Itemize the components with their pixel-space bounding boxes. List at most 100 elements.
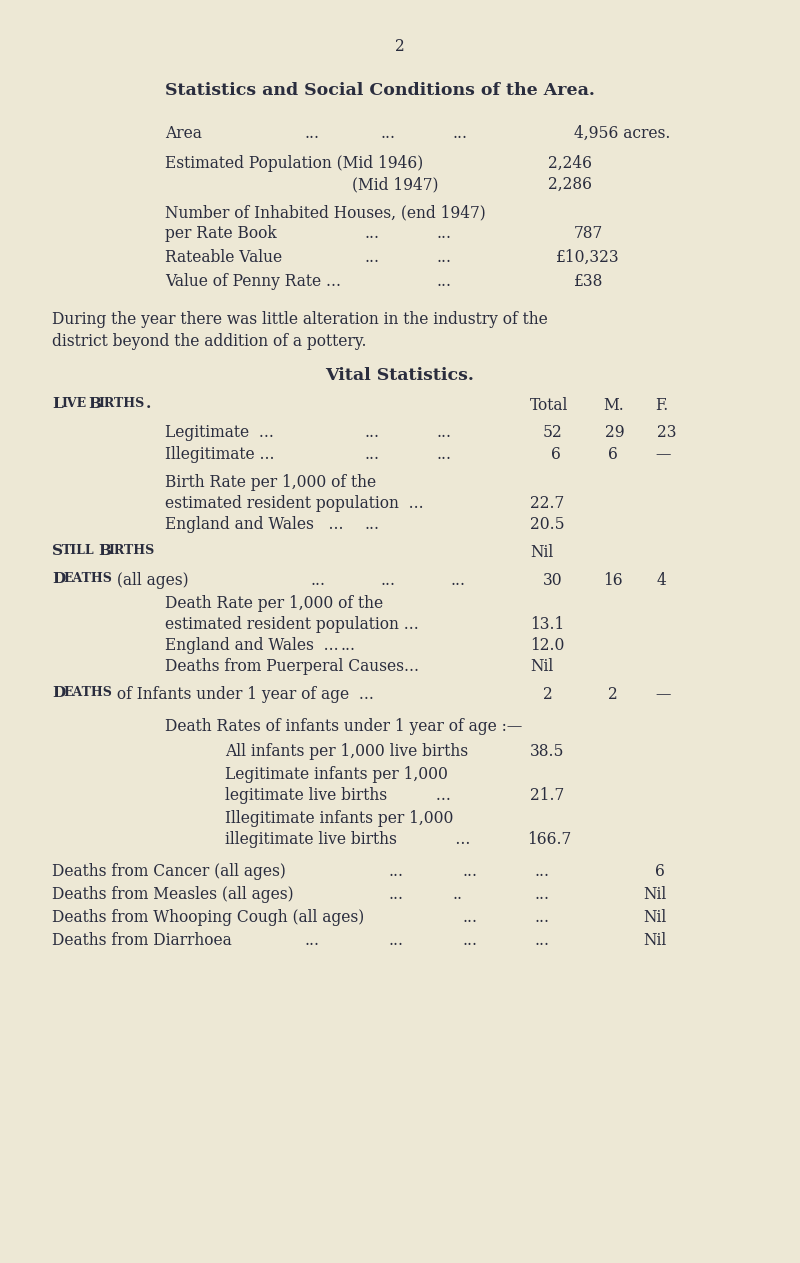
Text: Statistics and Social Conditions of the Area.: Statistics and Social Conditions of the … — [165, 82, 595, 99]
Text: ...: ... — [365, 446, 380, 464]
Text: B: B — [88, 397, 101, 410]
Text: Birth Rate per 1,000 of the: Birth Rate per 1,000 of the — [165, 474, 376, 491]
Text: England and Wales   ...: England and Wales ... — [165, 517, 343, 533]
Text: B: B — [98, 544, 111, 558]
Text: 6: 6 — [655, 863, 665, 880]
Text: ...: ... — [462, 909, 477, 926]
Text: F.: F. — [655, 397, 668, 414]
Text: —: — — [655, 686, 670, 703]
Text: ...: ... — [437, 424, 452, 441]
Text: 30: 30 — [543, 572, 562, 589]
Text: ...: ... — [310, 572, 325, 589]
Text: 22.7: 22.7 — [530, 495, 564, 512]
Text: legitimate live births          ...: legitimate live births ... — [225, 787, 451, 805]
Text: IRTHS: IRTHS — [108, 544, 154, 557]
Text: ...: ... — [535, 863, 550, 880]
Text: 52: 52 — [543, 424, 562, 441]
Text: ...: ... — [450, 572, 465, 589]
Text: ...: ... — [437, 225, 452, 242]
Text: ...: ... — [437, 249, 452, 266]
Text: 4,956 acres.: 4,956 acres. — [574, 125, 670, 141]
Text: estimated resident population  ...: estimated resident population ... — [165, 495, 424, 512]
Text: illegitimate live births            ...: illegitimate live births ... — [225, 831, 470, 847]
Text: D: D — [52, 686, 66, 700]
Text: per Rate Book: per Rate Book — [165, 225, 277, 242]
Text: Area: Area — [165, 125, 202, 141]
Text: 38.5: 38.5 — [530, 743, 565, 760]
Text: All infants per 1,000 live births: All infants per 1,000 live births — [225, 743, 468, 760]
Text: ...: ... — [437, 273, 452, 290]
Text: ...: ... — [380, 125, 395, 141]
Text: £38: £38 — [574, 273, 603, 290]
Text: TILL: TILL — [62, 544, 94, 557]
Text: IVE: IVE — [61, 397, 86, 410]
Text: 29: 29 — [605, 424, 625, 441]
Text: district beyond the addition of a pottery.: district beyond the addition of a potter… — [52, 333, 366, 350]
Text: 4: 4 — [657, 572, 666, 589]
Text: ...: ... — [535, 887, 550, 903]
Text: ...: ... — [535, 909, 550, 926]
Text: 21.7: 21.7 — [530, 787, 564, 805]
Text: ...: ... — [340, 637, 355, 654]
Text: Deaths from Diarrhoea: Deaths from Diarrhoea — [52, 932, 232, 949]
Text: Number of Inhabited Houses, (end 1947): Number of Inhabited Houses, (end 1947) — [165, 205, 486, 221]
Text: Nil: Nil — [530, 658, 554, 674]
Text: ...: ... — [535, 932, 550, 949]
Text: L: L — [52, 397, 62, 410]
Text: ...: ... — [365, 517, 380, 533]
Text: Deaths from Measles (all ages): Deaths from Measles (all ages) — [52, 887, 294, 903]
Text: 2: 2 — [543, 686, 553, 703]
Text: Vital Statistics.: Vital Statistics. — [326, 368, 474, 384]
Text: (Mid 1947): (Mid 1947) — [352, 176, 438, 193]
Text: 2: 2 — [395, 38, 405, 56]
Text: Nil: Nil — [643, 932, 666, 949]
Text: —: — — [655, 446, 670, 464]
Text: £10,323: £10,323 — [556, 249, 620, 266]
Text: of Infants under 1 year of age  ...: of Infants under 1 year of age ... — [112, 686, 374, 703]
Text: England and Wales  ...: England and Wales ... — [165, 637, 338, 654]
Text: Legitimate infants per 1,000: Legitimate infants per 1,000 — [225, 765, 448, 783]
Text: 6: 6 — [551, 446, 561, 464]
Text: ...: ... — [305, 932, 320, 949]
Text: Death Rate per 1,000 of the: Death Rate per 1,000 of the — [165, 595, 383, 613]
Text: Nil: Nil — [643, 909, 666, 926]
Text: ...: ... — [388, 887, 403, 903]
Text: M.: M. — [603, 397, 624, 414]
Text: ...: ... — [365, 424, 380, 441]
Text: Total: Total — [530, 397, 568, 414]
Text: 16: 16 — [603, 572, 622, 589]
Text: ..: .. — [452, 887, 462, 903]
Text: D: D — [52, 572, 66, 586]
Text: ...: ... — [365, 225, 380, 242]
Text: Nil: Nil — [530, 544, 554, 561]
Text: .: . — [146, 397, 151, 410]
Text: 20.5: 20.5 — [530, 517, 565, 533]
Text: ...: ... — [305, 125, 320, 141]
Text: Estimated Population (Mid 1946): Estimated Population (Mid 1946) — [165, 155, 423, 172]
Text: During the year there was little alteration in the industry of the: During the year there was little alterat… — [52, 311, 548, 328]
Text: ...: ... — [388, 932, 403, 949]
Text: EATHS: EATHS — [63, 686, 112, 698]
Text: ...: ... — [437, 446, 452, 464]
Text: 12.0: 12.0 — [530, 637, 564, 654]
Text: ...: ... — [388, 863, 403, 880]
Text: Nil: Nil — [643, 887, 666, 903]
Text: Legitimate  ...: Legitimate ... — [165, 424, 274, 441]
Text: Value of Penny Rate ...: Value of Penny Rate ... — [165, 273, 341, 290]
Text: 2,246: 2,246 — [548, 155, 592, 172]
Text: 787: 787 — [574, 225, 603, 242]
Text: S: S — [52, 544, 63, 558]
Text: ...: ... — [462, 932, 477, 949]
Text: 2: 2 — [608, 686, 618, 703]
Text: 23: 23 — [657, 424, 677, 441]
Text: 13.1: 13.1 — [530, 616, 564, 633]
Text: Deaths from Whooping Cough (all ages): Deaths from Whooping Cough (all ages) — [52, 909, 364, 926]
Text: IRTHS: IRTHS — [98, 397, 144, 410]
Text: Illegitimate infants per 1,000: Illegitimate infants per 1,000 — [225, 810, 454, 827]
Text: 2,286: 2,286 — [548, 176, 592, 193]
Text: 166.7: 166.7 — [527, 831, 571, 847]
Text: estimated resident population ...: estimated resident population ... — [165, 616, 418, 633]
Text: ...: ... — [380, 572, 395, 589]
Text: EATHS: EATHS — [63, 572, 112, 585]
Text: 6: 6 — [608, 446, 618, 464]
